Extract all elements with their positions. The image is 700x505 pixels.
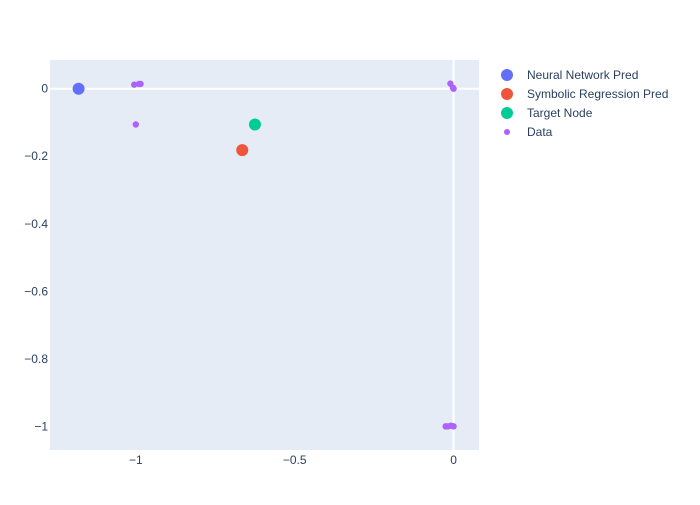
x-axis: −1 −0.5 0	[129, 453, 457, 467]
data-point-data	[132, 121, 139, 128]
zero-lines	[50, 60, 479, 450]
data-points	[72, 80, 457, 430]
legend-item[interactable]: Data	[504, 125, 553, 139]
legend-label: Data	[527, 125, 553, 139]
legend-marker	[501, 69, 513, 81]
y-tick-label: 0	[41, 82, 48, 96]
data-point-data	[450, 85, 457, 92]
y-tick-label: −0.4	[24, 217, 48, 231]
data-point-data	[131, 81, 138, 88]
legend-item[interactable]: Target Node	[501, 106, 593, 120]
legend-item[interactable]: Neural Network Pred	[501, 68, 638, 82]
data-point-neural-network-pred	[72, 82, 85, 95]
data-point-data	[450, 423, 457, 430]
legend-label: Symbolic Regression Pred	[527, 87, 668, 101]
plot-area	[50, 60, 479, 450]
legend-marker	[501, 88, 513, 100]
legend-label: Neural Network Pred	[527, 68, 638, 82]
y-tick-label: −0.2	[24, 149, 48, 163]
x-tick-label: 0	[450, 453, 457, 467]
data-point-symbolic-regression-pred	[236, 144, 249, 157]
y-tick-label: −1	[34, 419, 48, 433]
legend-label: Target Node	[527, 106, 593, 120]
y-axis: 0 −0.2 −0.4 −0.6 −0.8 −1	[24, 82, 48, 434]
x-tick-label: −1	[129, 453, 143, 467]
data-point-data	[137, 80, 144, 88]
x-tick-label: −0.5	[283, 453, 307, 467]
y-tick-label: −0.8	[24, 352, 48, 366]
legend-marker	[504, 129, 510, 135]
y-tick-label: −0.6	[24, 284, 48, 298]
legend-marker	[501, 107, 513, 119]
legend[interactable]: Neural Network Pred Symbolic Regression P…	[501, 68, 668, 139]
data-point-target-node	[248, 118, 261, 131]
legend-item[interactable]: Symbolic Regression Pred	[501, 87, 668, 101]
